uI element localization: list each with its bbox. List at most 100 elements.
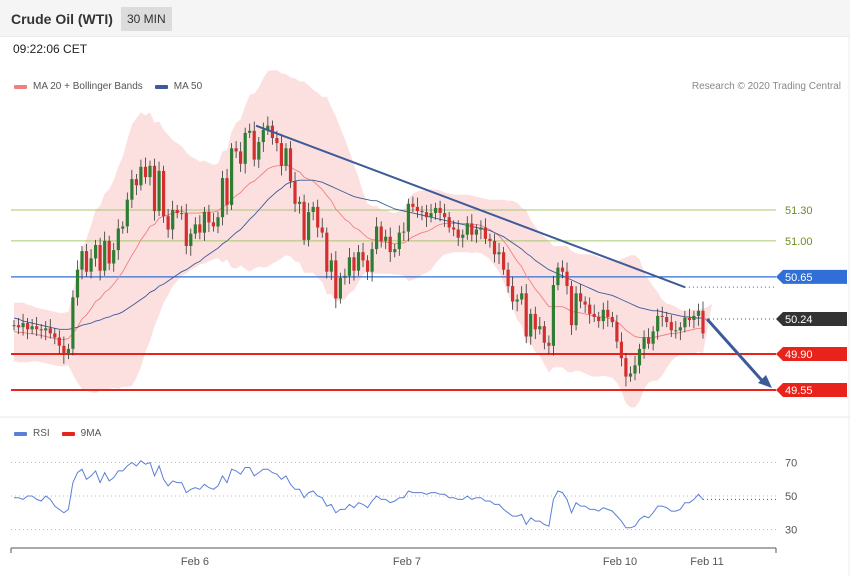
level-tag-49.55	[776, 383, 847, 397]
candle-body	[57, 337, 61, 346]
candle-body	[497, 252, 501, 255]
candle-body	[157, 170, 161, 211]
candle-body	[443, 213, 447, 218]
candle-body	[275, 138, 279, 144]
candle-body	[207, 212, 211, 223]
candle-body	[261, 129, 265, 143]
candle-body	[533, 313, 537, 330]
candle-body	[375, 226, 379, 250]
candle-body	[80, 251, 84, 270]
candle-body	[647, 337, 651, 344]
rsi-line	[14, 460, 704, 529]
candle-body	[39, 329, 43, 331]
legend-label-ma50: MA 50	[173, 81, 203, 92]
candle-body	[492, 240, 497, 255]
candle-body	[35, 326, 39, 330]
main-legend: MA 20 + Bollinger Bands MA 50	[14, 81, 202, 92]
candle-body	[316, 206, 320, 228]
level-label-50.24: 50.24	[785, 314, 813, 326]
level-label-51.00: 51.00	[785, 236, 813, 248]
candle-body	[642, 337, 646, 349]
candle-body	[447, 217, 451, 228]
candle-body	[166, 216, 170, 230]
candle-body	[189, 233, 193, 246]
candle-body	[94, 245, 98, 259]
rsi-tick-70: 70	[785, 458, 797, 470]
candle-body	[171, 210, 175, 230]
candle-body	[325, 232, 329, 272]
legend-label-9ma: 9MA	[80, 428, 102, 439]
candle-body	[434, 207, 438, 213]
candle-body	[98, 245, 102, 271]
candle-body	[302, 201, 306, 240]
candle-body	[619, 341, 623, 359]
candle-body	[62, 345, 66, 354]
candle-body	[211, 222, 215, 227]
candle-body	[352, 257, 356, 271]
candle-body	[298, 201, 302, 204]
candle-body	[103, 240, 107, 271]
candle-body	[411, 203, 415, 207]
candle-body	[470, 223, 474, 235]
candle-body	[461, 234, 465, 238]
projection-arrow-head	[758, 375, 772, 388]
candle-body	[624, 358, 628, 377]
candle-body	[198, 224, 202, 233]
candle-body	[651, 331, 655, 344]
candle-body	[502, 252, 506, 270]
candle-body	[252, 130, 256, 160]
candle-body	[216, 217, 220, 227]
candle-body	[393, 249, 397, 253]
timestamp: 09:22:06 CET	[13, 42, 88, 56]
candle-body	[239, 151, 243, 164]
candle-body	[406, 203, 410, 232]
candle-body	[75, 269, 80, 298]
candle-body	[692, 315, 696, 320]
legend-label-ma20: MA 20 + Bollinger Bands	[33, 81, 143, 92]
legend-swatch-ma20	[14, 84, 27, 89]
candle-body	[162, 170, 166, 217]
candle-body	[279, 143, 283, 166]
level-tag-50.24	[776, 312, 847, 327]
candle-body	[529, 313, 533, 337]
candle-body	[438, 207, 442, 213]
rsi-tick-30: 30	[785, 525, 797, 537]
candle-body	[542, 326, 546, 343]
candle-body	[356, 252, 361, 271]
candle-body	[130, 179, 134, 200]
candle-body	[370, 249, 374, 272]
candle-body	[143, 166, 148, 178]
candle-body	[30, 326, 34, 330]
candle-body	[615, 322, 619, 342]
candle-body	[384, 236, 388, 241]
candle-body	[243, 132, 247, 164]
candle-body	[12, 325, 16, 327]
bollinger-band-fill	[14, 70, 713, 408]
candle-body	[538, 326, 542, 330]
projection-arrow-line	[705, 318, 766, 384]
legend-swatch-ma50	[154, 84, 168, 89]
candle-body	[592, 313, 596, 317]
candle-body	[583, 301, 587, 305]
candle-body	[506, 269, 510, 287]
level-label-50.65: 50.65	[785, 272, 813, 284]
candle-body	[121, 226, 125, 229]
research-credit: Research © 2020 Trading Central	[691, 81, 841, 92]
candle-body	[515, 299, 519, 302]
level-tag-49.90	[776, 347, 847, 362]
level-label-51.30: 51.30	[785, 205, 813, 217]
ma50-line	[13, 179, 703, 330]
candle-body	[547, 342, 551, 346]
x-tick-label: Feb 11	[690, 556, 723, 568]
level-tag-50.65	[776, 269, 847, 284]
x-tick-label: Feb 7	[393, 556, 421, 568]
candle-body	[284, 148, 288, 166]
candle-body	[456, 229, 460, 238]
timeframe-badge[interactable]: 30 MIN	[121, 7, 172, 31]
candle-body	[329, 260, 333, 272]
candle-body	[452, 227, 456, 230]
candle-body	[84, 251, 89, 272]
candle-body	[66, 348, 70, 354]
candle-body	[44, 328, 48, 331]
rsi-tick-50: 50	[785, 491, 797, 503]
